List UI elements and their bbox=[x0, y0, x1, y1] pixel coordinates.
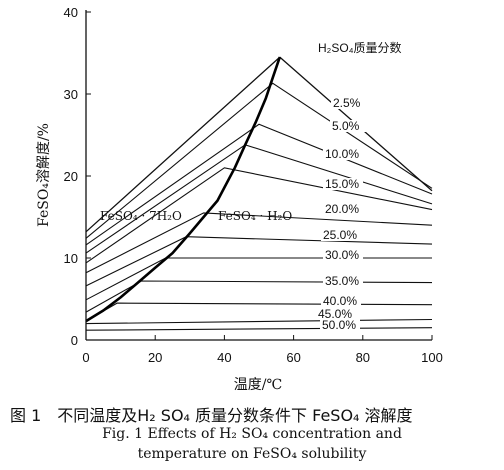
x-tick-label: 20 bbox=[148, 350, 162, 365]
heptahydrate-solubility-line bbox=[85, 56, 281, 233]
series-line-40-0-pct bbox=[85, 302, 433, 322]
series-label: 10.0% bbox=[325, 147, 359, 161]
y-tick-label: 20 bbox=[64, 169, 78, 184]
series-label-backdrop bbox=[321, 229, 361, 241]
series-label: 35.0% bbox=[325, 274, 359, 288]
series-label: 30.0% bbox=[325, 248, 359, 262]
series-label-backdrop bbox=[321, 295, 361, 307]
y-tick-label: 0 bbox=[71, 333, 78, 348]
x-tick-label: 40 bbox=[217, 350, 231, 365]
y-axis-label: FeSO₄溶解度/% bbox=[36, 123, 52, 227]
series-label-backdrop bbox=[323, 178, 363, 190]
series-label: 20.0% bbox=[325, 202, 359, 216]
y-tick-label: 30 bbox=[64, 87, 78, 102]
caption-english-line-1: Fig. 1 Effects of H₂ SO₄ concentration a… bbox=[102, 426, 402, 442]
series-line-25-0-pct bbox=[85, 236, 433, 287]
x-tick-label: 0 bbox=[82, 350, 89, 365]
series-label: 2.5% bbox=[333, 96, 361, 110]
series-label-backdrop bbox=[323, 148, 363, 160]
series-label: 40.0% bbox=[323, 294, 357, 308]
x-tick-label: 80 bbox=[356, 350, 370, 365]
series-line-50-0-pct bbox=[85, 327, 433, 331]
solubility-chart: FeSO₄溶解度/% 温度/℃ H₂SO₄质量分数 FeSO₄ · 7H₂O F… bbox=[36, 5, 443, 393]
x-axis-label: 温度/℃ bbox=[234, 377, 282, 393]
phase-transition-curve bbox=[85, 56, 282, 323]
series-line-5-0-pct bbox=[85, 123, 433, 246]
y-tick-label: 10 bbox=[64, 251, 78, 266]
series-label-backdrop bbox=[330, 120, 370, 132]
caption-chinese: 图 1 不同温度及H₂ SO₄ 质量分数条件下 FeSO₄ 溶解度 bbox=[10, 406, 413, 425]
series-line-35-0-pct bbox=[85, 280, 433, 313]
series-line-15-0-pct bbox=[85, 167, 433, 264]
series-label: 15.0% bbox=[325, 177, 359, 191]
series-label: 50.0% bbox=[322, 318, 356, 332]
series-line-30-0-pct bbox=[85, 257, 432, 301]
plot-area: 0 20 40 60 80 100 0 10 20 30 40 2.5% 5.0% 10.0% 15.0% 2… bbox=[64, 5, 443, 365]
y-axis-title: FeSO₄溶解度/% bbox=[36, 123, 52, 227]
series-label: 25.0% bbox=[323, 228, 357, 242]
series-line-45-0-pct bbox=[85, 318, 433, 325]
x-tick-label: 60 bbox=[286, 350, 300, 365]
series-label-backdrop bbox=[323, 275, 363, 287]
series-line-20-0-pct bbox=[85, 212, 433, 274]
x-tick-label: 100 bbox=[421, 350, 443, 365]
caption-english-line-2: temperature on FeSO₄ solubility bbox=[137, 446, 367, 462]
series-label: 5.0% bbox=[332, 119, 360, 133]
series-label-backdrop bbox=[331, 97, 371, 109]
y-tick-label: 40 bbox=[64, 5, 78, 20]
series-label-backdrop bbox=[323, 203, 363, 215]
series-label: 45.0% bbox=[318, 307, 352, 321]
series-line-2-5-pct bbox=[85, 82, 433, 239]
series-label-backdrop bbox=[320, 319, 360, 331]
series-label-backdrop bbox=[323, 249, 363, 261]
series-label-backdrop bbox=[316, 308, 356, 320]
legend-title: H₂SO₄质量分数 bbox=[318, 40, 402, 55]
